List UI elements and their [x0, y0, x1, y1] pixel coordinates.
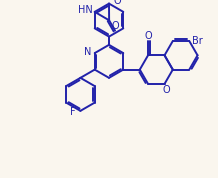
Text: N: N — [83, 47, 91, 57]
Text: O: O — [144, 31, 152, 41]
Text: HN: HN — [78, 5, 93, 15]
Text: F: F — [70, 107, 76, 117]
Text: O: O — [162, 85, 170, 95]
Text: O: O — [113, 0, 121, 6]
Text: O: O — [111, 22, 119, 32]
Text: Br: Br — [192, 36, 203, 46]
